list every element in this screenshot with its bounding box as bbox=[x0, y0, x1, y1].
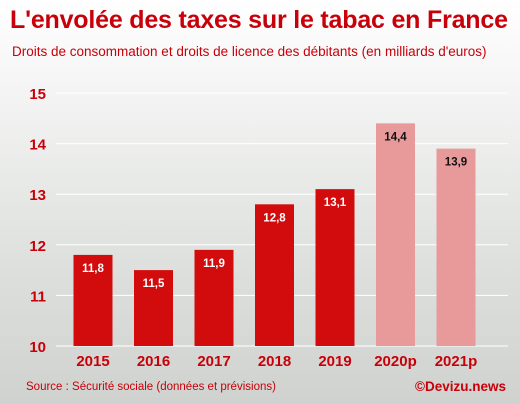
bar bbox=[376, 123, 415, 346]
y-tick-label: 11 bbox=[30, 288, 46, 305]
x-tick-label: 2017 bbox=[197, 353, 230, 370]
credit-label: ©Devizu.news bbox=[415, 379, 506, 394]
data-label: 11,8 bbox=[82, 263, 104, 275]
x-tick-label: 2015 bbox=[76, 353, 109, 370]
data-label: 13,9 bbox=[445, 157, 467, 169]
x-tick-label: 2016 bbox=[137, 353, 170, 370]
x-tick-label: 2019 bbox=[318, 353, 351, 370]
x-tick-label: 2021p bbox=[435, 353, 478, 370]
x-tick-label: 2020p bbox=[374, 353, 417, 370]
y-tick-label: 13 bbox=[29, 187, 46, 204]
chart-subtitle: Droits de consommation et droits de lice… bbox=[12, 44, 487, 59]
bar bbox=[255, 204, 294, 346]
chart-title: L'envolée des taxes sur le tabac en Fran… bbox=[10, 6, 508, 34]
y-tick-label: 10 bbox=[29, 339, 46, 356]
y-tick-label: 12 bbox=[29, 238, 46, 255]
bar bbox=[315, 189, 355, 346]
bar bbox=[194, 249, 234, 346]
data-label: 11,5 bbox=[143, 278, 165, 290]
bar bbox=[73, 254, 113, 346]
source-note: Source : Sécurité sociale (données et pr… bbox=[26, 381, 276, 393]
x-tick-label: 2018 bbox=[258, 353, 291, 370]
bar bbox=[134, 270, 173, 346]
data-label: 11,9 bbox=[203, 258, 225, 270]
y-tick-label: 14 bbox=[29, 137, 46, 154]
data-label: 13,1 bbox=[324, 197, 347, 209]
data-label: 12,8 bbox=[263, 212, 286, 224]
bar bbox=[436, 148, 476, 346]
y-tick-label: 15 bbox=[29, 86, 46, 103]
data-label: 14,4 bbox=[384, 131, 407, 143]
